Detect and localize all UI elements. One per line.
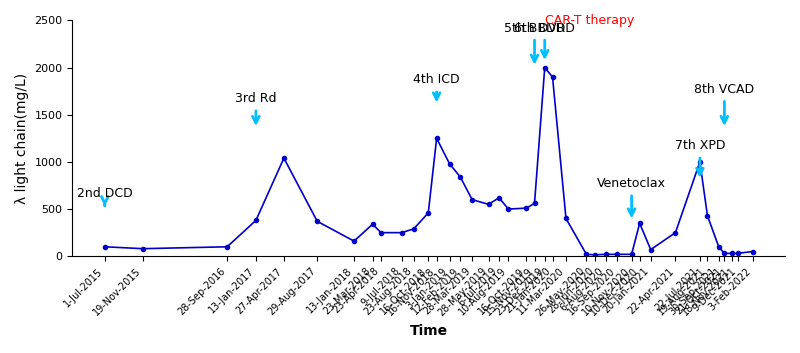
Text: Venetoclax: Venetoclax [597,177,666,215]
Text: CAR-T therapy: CAR-T therapy [545,14,634,27]
Y-axis label: λ light chain(mg/L): λ light chain(mg/L) [15,73,29,204]
Text: 5th BBDD: 5th BBDD [504,22,565,62]
Text: 3rd Rd: 3rd Rd [235,92,277,123]
Text: 2nd DCD: 2nd DCD [77,187,133,205]
Text: 7th XPD: 7th XPD [674,139,725,175]
X-axis label: Time: Time [410,324,448,338]
Text: 4th ICD: 4th ICD [414,73,460,100]
Text: 8th VCAD: 8th VCAD [694,83,754,123]
Text: 6th DVRD: 6th DVRD [514,22,575,57]
